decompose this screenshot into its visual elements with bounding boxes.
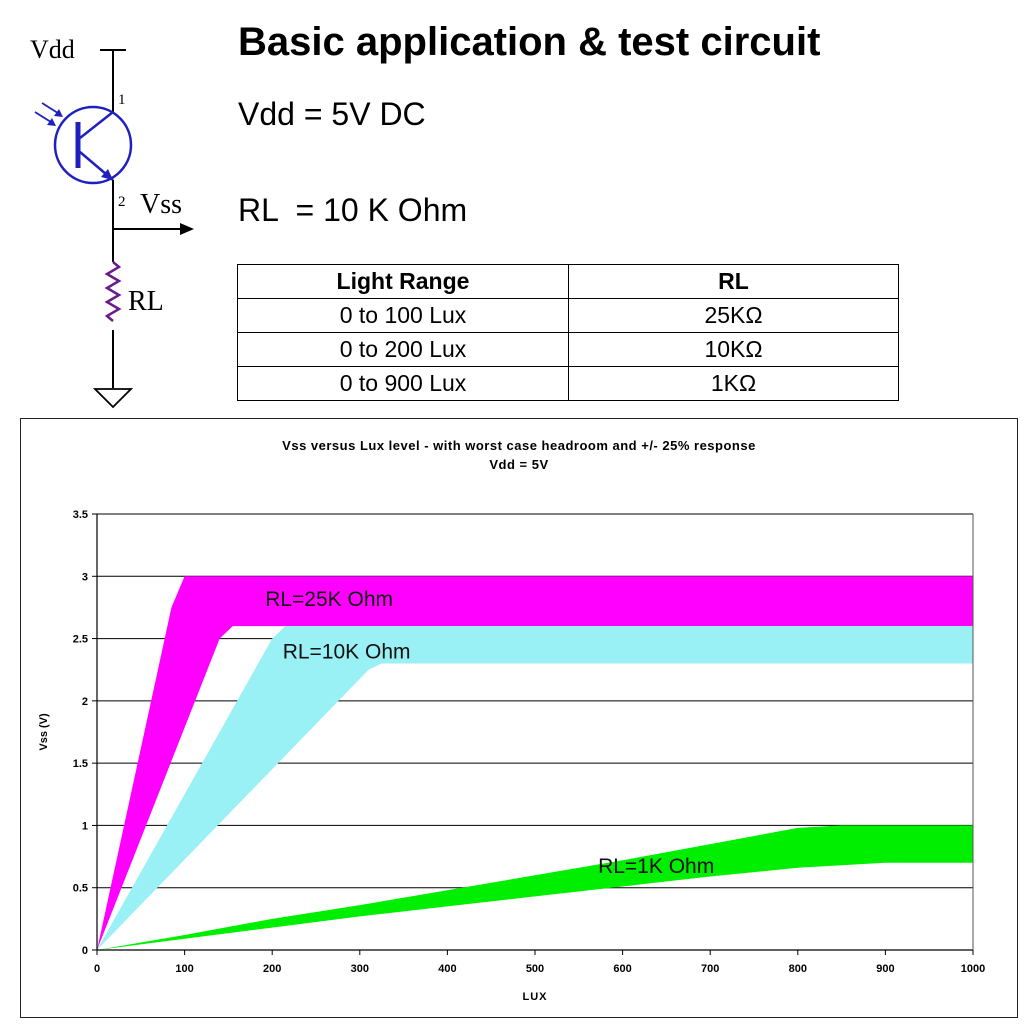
vdd-label: Vdd [30, 35, 75, 64]
light-range-table: Light Range RL 0 to 100 Lux 25KΩ 0 to 20… [237, 264, 899, 401]
page-title: Basic application & test circuit [238, 20, 821, 64]
rl-label: RL [128, 286, 164, 317]
table-cell-rl: 25KΩ [568, 298, 899, 333]
vss-output-arrow [113, 223, 194, 235]
series-band-2 [97, 626, 973, 950]
table-cell-rl: 1KΩ [568, 366, 899, 401]
x-tick-label: 600 [613, 963, 631, 975]
vss-vs-lux-chart: Vss versus Lux level - with worst case h… [38, 438, 985, 1003]
phototransistor-icon [34, 102, 133, 185]
series-label-1: RL=25K Ohm [265, 588, 393, 611]
table-cell-range: 0 to 100 Lux [237, 298, 569, 333]
x-tick-label: 800 [789, 963, 807, 975]
y-tick-label: 1 [82, 820, 88, 832]
x-tick-label: 900 [876, 963, 894, 975]
rl-spec: RL = 10 K Ohm [238, 192, 468, 228]
y-tick-label: 2 [82, 696, 88, 708]
chart-title: Vss versus Lux level - with worst case h… [282, 438, 756, 453]
table-cell-range: 0 to 900 Lux [237, 366, 569, 401]
table-cell-range: 0 to 200 Lux [237, 332, 569, 367]
resistor-icon [104, 261, 122, 322]
series-label-3: RL=1K Ohm [598, 855, 714, 878]
column-header-light-range: Light Range [237, 264, 569, 299]
pin2-label: 2 [118, 194, 126, 210]
y-tick-label: 2.5 [73, 634, 88, 646]
y-tick-label: 0 [82, 945, 88, 957]
y-tick-label: 3.5 [73, 509, 88, 521]
x-tick-label: 200 [263, 963, 281, 975]
x-axis-label: LUX [523, 991, 548, 1003]
vdd-spec: Vdd = 5V DC [238, 96, 426, 132]
y-tick-label: 1.5 [73, 758, 88, 770]
table-row: 0 to 100 Lux 25KΩ [237, 298, 899, 333]
table-row: 0 to 200 Lux 10KΩ [237, 332, 899, 367]
y-axis-label: Vss (V) [38, 713, 50, 751]
table-header-row: Light Range RL [237, 264, 899, 299]
x-tick-label: 100 [175, 963, 193, 975]
chart-panel: Vss versus Lux level - with worst case h… [20, 418, 1018, 1018]
vss-label: Vss [140, 189, 182, 220]
table-row: 0 to 900 Lux 1KΩ [237, 366, 899, 401]
column-header-rl: RL [568, 264, 899, 299]
x-tick-label: 0 [94, 963, 100, 975]
ground-icon [92, 330, 134, 409]
test-circuit-schematic: Vdd 1 2 Vss RL [30, 35, 194, 409]
table-cell-rl: 10KΩ [568, 332, 899, 367]
y-tick-label: 3 [82, 571, 88, 583]
x-tick-label: 500 [526, 963, 544, 975]
x-tick-label: 1000 [961, 963, 985, 975]
chart-subtitle: Vdd = 5V [489, 457, 548, 472]
pin1-label: 1 [118, 92, 126, 108]
series-label-2: RL=10K Ohm [283, 641, 411, 664]
x-tick-label: 300 [351, 963, 369, 975]
x-tick-label: 700 [701, 963, 719, 975]
vdd-rail [100, 49, 126, 112]
series-band-3 [97, 825, 973, 950]
y-tick-label: 0.5 [73, 883, 88, 895]
x-tick-label: 400 [438, 963, 456, 975]
series-band-1 [97, 576, 973, 950]
